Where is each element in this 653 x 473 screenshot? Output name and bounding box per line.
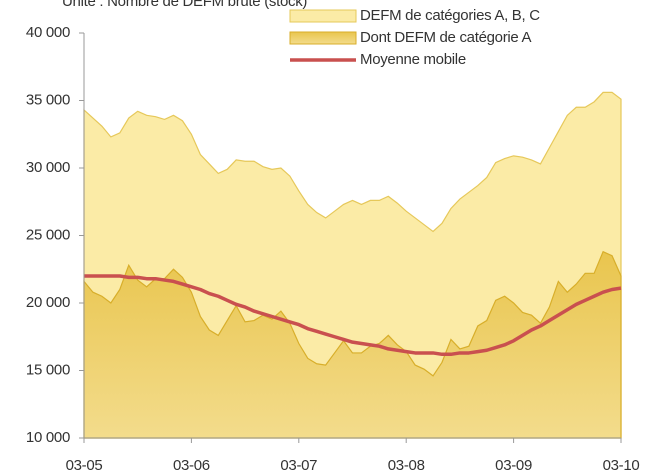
x-tick-label: 03-07: [280, 457, 317, 473]
y-tick-label: 35 000: [26, 91, 70, 108]
x-tick-label: 03-06: [173, 457, 210, 473]
legend-label: Moyenne mobile: [360, 51, 466, 68]
area: [83, 250, 622, 439]
y-tick-label: 20 000: [26, 294, 70, 311]
y-tick-label: 15 000: [26, 361, 70, 378]
y-tick-label: 30 000: [26, 159, 70, 176]
chart-subtitle: Unité : Nombre de DEFM brute (stock): [62, 0, 307, 10]
x-tick-label: 03-10: [603, 457, 640, 473]
y-tick-label: 40 000: [26, 24, 70, 41]
legend-label: DEFM de catégories A, B, C: [360, 7, 540, 24]
x-tick-label: 03-09: [495, 457, 532, 473]
legend-swatch: [289, 9, 357, 23]
y-tick-label: 25 000: [26, 226, 70, 243]
y-tick-label: 10 000: [26, 429, 70, 446]
x-tick-label: 03-05: [66, 457, 103, 473]
legend-swatch: [289, 31, 357, 45]
line: [84, 274, 622, 357]
legend-label: Dont DEFM de catégorie A: [360, 29, 532, 46]
x-tick-label: 03-08: [388, 457, 425, 473]
